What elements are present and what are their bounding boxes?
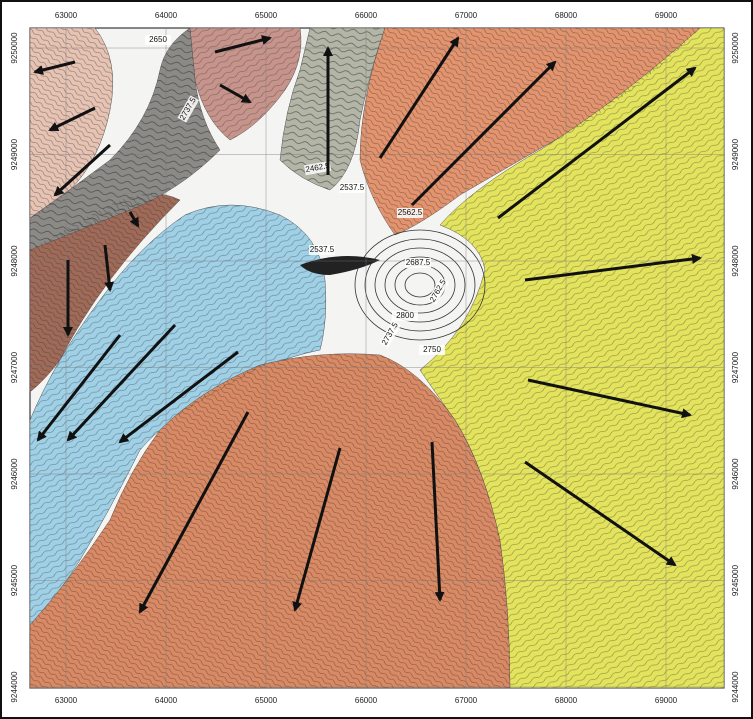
flow-arrow — [36, 334, 122, 442]
x-tick-labels-top: 63000 64000 65000 66000 67000 68000 69000 — [55, 11, 678, 20]
contour-label: 2562.5 — [398, 208, 423, 217]
contour-hatch — [30, 28, 113, 218]
x-tick-label: 63000 — [55, 11, 78, 20]
y-tick-label: 9246000 — [731, 458, 740, 490]
contour-label-bg — [419, 345, 445, 355]
y-tick-label: 9250000 — [10, 32, 19, 64]
contour-label: 2750 — [423, 345, 441, 354]
flow-arrow — [378, 36, 460, 159]
x-tick-label: 64000 — [155, 696, 178, 705]
x-tick-label: 68000 — [555, 11, 578, 20]
flow-arrow — [138, 411, 250, 614]
x-tick-label: 65000 — [255, 696, 278, 705]
contour-label-bg — [405, 258, 431, 268]
x-tick-labels-bottom: 63000 64000 65000 66000 67000 68000 69000 — [55, 696, 678, 705]
flow-arrow — [118, 350, 239, 444]
x-tick-label: 66000 — [355, 11, 378, 20]
y-tick-labels-left: 9250000 9249000 9248000 9247000 9246000 92450… — [10, 32, 19, 703]
contour-label-bg — [309, 245, 335, 255]
y-tick-label: 9245000 — [10, 564, 19, 596]
flow-arrow — [292, 447, 342, 612]
contour-label: 2537.5 — [340, 183, 365, 192]
flow-arrow — [524, 254, 702, 282]
y-tick-label: 9248000 — [10, 245, 19, 277]
contour-labels: 26502737.52462.52537.52687.52762.5280027… — [145, 35, 450, 355]
flow-arrow — [214, 35, 272, 54]
contour-hatch — [30, 193, 180, 392]
contour-label: 2800 — [396, 311, 414, 320]
y-tick-label: 9248000 — [731, 245, 740, 277]
flow-arrow — [128, 211, 140, 228]
y-tick-label: 9249000 — [731, 138, 740, 170]
contour-label-bg — [303, 160, 332, 176]
contour-label-bg — [427, 277, 450, 305]
contour-hatch — [280, 28, 385, 190]
dark-scarp — [300, 256, 380, 275]
contour-label-bg — [379, 320, 402, 348]
flow-arrow — [48, 106, 96, 132]
contour-label-bg — [392, 311, 418, 321]
flow-arrow — [430, 441, 445, 602]
x-tick-label: 65000 — [255, 11, 278, 20]
contour-label: 2537.5 — [310, 245, 335, 254]
y-tick-label: 9245000 — [731, 564, 740, 596]
contour-label-bg — [339, 183, 365, 193]
contour-label: 2687.5 — [406, 258, 431, 267]
x-tick-label: 64000 — [155, 11, 178, 20]
contour-hatch — [30, 28, 220, 250]
contour-label-bg — [397, 208, 423, 218]
y-tick-label: 9247000 — [731, 351, 740, 383]
contour-texture — [30, 28, 724, 688]
flow-arrow — [53, 143, 112, 197]
x-tick-label: 69000 — [655, 11, 678, 20]
y-tick-label: 9250000 — [731, 32, 740, 64]
coordinate-grid — [30, 28, 724, 688]
flow-arrow — [219, 83, 252, 104]
flow-arrow — [524, 460, 677, 567]
y-tick-label: 9249000 — [10, 138, 19, 170]
flow-arrows — [33, 35, 702, 614]
y-tick-label: 9244000 — [731, 671, 740, 703]
contour-label: 2462.5 — [305, 161, 331, 174]
y-tick-labels-right: 9250000 9249000 9248000 9247000 9246000 92450… — [731, 32, 740, 703]
x-tick-label: 67000 — [455, 11, 478, 20]
flow-arrow — [66, 323, 177, 442]
y-tick-label: 9246000 — [10, 458, 19, 490]
contour-hatch — [30, 353, 510, 688]
flow-arrow — [410, 60, 557, 207]
y-tick-label: 9244000 — [10, 671, 19, 703]
flow-arrow — [527, 378, 692, 419]
x-tick-label: 67000 — [455, 696, 478, 705]
flow-arrow — [33, 60, 76, 75]
x-tick-label: 68000 — [555, 696, 578, 705]
y-tick-label: 9247000 — [10, 351, 19, 383]
flow-arrow — [497, 66, 697, 220]
flow-arrow — [103, 244, 115, 292]
x-tick-label: 69000 — [655, 696, 678, 705]
contour-label-bg — [177, 95, 200, 123]
contour-label: 2650 — [149, 35, 167, 44]
contour-label-bg — [145, 35, 171, 45]
x-tick-label: 63000 — [55, 696, 78, 705]
x-tick-label: 66000 — [355, 696, 378, 705]
contour-hatch — [190, 28, 301, 140]
contour-hatch — [360, 28, 700, 235]
